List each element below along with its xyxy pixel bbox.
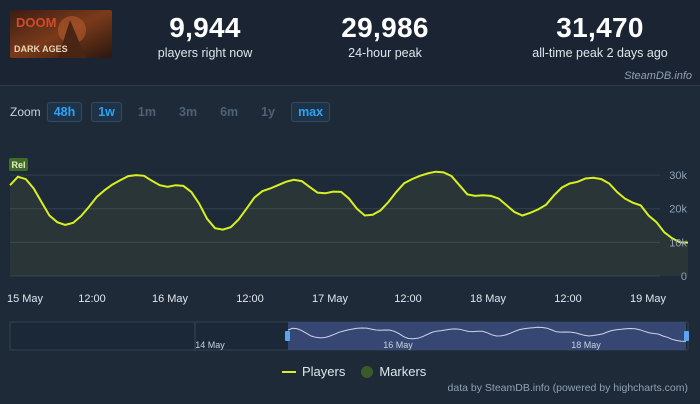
stat-label: all-time peak 2 days ago	[532, 46, 668, 60]
chart-credits[interactable]: data by SteamDB.info (powered by highcha…	[447, 382, 688, 394]
legend-dot-icon	[361, 365, 374, 378]
marker-badge	[9, 158, 28, 171]
game-logo-art: DOOM DARK AGES	[10, 10, 112, 58]
zoom-label: Zoom	[10, 105, 41, 119]
x-tick-label: 17 May	[312, 293, 349, 305]
stat-label: players right now	[157, 46, 253, 60]
y-tick-label: 20k	[669, 204, 687, 216]
x-tick-label: 15 May	[7, 293, 44, 305]
navigator-handle-left	[285, 331, 290, 341]
x-tick-label: 19 May	[630, 293, 667, 305]
navigator-label: 18 May	[571, 340, 601, 350]
game-logo[interactable]: DOOM DARK AGES	[10, 10, 112, 58]
x-tick-label: 12:00	[554, 293, 582, 305]
legend-label: Players	[302, 364, 346, 379]
stat-current-players: 9,944 players right now	[150, 12, 260, 60]
release-marker[interactable]: Rel	[9, 158, 28, 171]
navigator-label: 14 May	[195, 340, 225, 350]
legend-line-icon	[282, 370, 296, 373]
zoom-1m-button[interactable]: 1m	[137, 105, 156, 119]
stat-label: 24-hour peak	[348, 46, 422, 60]
y-tick-label: 0	[681, 271, 687, 283]
y-tick-label: 10k	[669, 237, 687, 249]
x-tick-label: 12:00	[394, 293, 422, 305]
players-series[interactable]	[9, 170, 689, 244]
x-tick-label: 16 May	[152, 293, 189, 305]
logo-line1: DOOM	[16, 15, 56, 30]
x-tick-label: 12:00	[236, 293, 264, 305]
chart-legend: Players Markers	[282, 364, 442, 379]
legend-label: Markers	[379, 364, 427, 379]
stat-value: 31,470	[556, 12, 644, 43]
stat-value: 9,944	[169, 12, 241, 43]
x-tick-label: 12:00	[78, 293, 106, 305]
zoom-3m-button[interactable]: 3m	[179, 105, 198, 119]
zoom-max-button[interactable]: max	[291, 102, 331, 122]
x-axis-ticks: 15 May 12:00 16 May 12:00 17 May 12:00 18 May 1…	[7, 293, 667, 305]
y-tick-label: 30k	[669, 170, 687, 182]
x-tick-label: 18 May	[470, 293, 507, 305]
y-axis-ticks: 30k 20k 10k 0	[669, 170, 687, 283]
stat-value: 29,986	[341, 12, 429, 43]
zoom-6m-button[interactable]: 6m	[220, 105, 239, 119]
players-line[interactable]	[9, 170, 689, 244]
marker-label: Rel	[11, 160, 25, 170]
stats-header: DOOM DARK AGES 9,944 players right now 2…	[0, 0, 700, 86]
stat-alltime-peak: 31,470 all-time peak 2 days ago	[525, 12, 675, 60]
steamdb-watermark[interactable]: SteamDB.info	[624, 70, 692, 82]
logo-line2: DARK AGES	[14, 44, 68, 54]
chart-grid	[10, 174, 660, 277]
legend-markers[interactable]: Markers	[361, 364, 426, 379]
stat-24h-peak: 29,986 24-hour peak	[330, 12, 440, 60]
navigator[interactable]: 14 May 16 May 18 May	[9, 321, 689, 351]
navigator-line	[287, 326, 687, 342]
navigator-handle-right	[684, 331, 689, 341]
zoom-1w-button[interactable]: 1w	[91, 102, 122, 122]
chart-area	[10, 171, 688, 276]
series-area	[10, 171, 688, 276]
navigator-label: 16 May	[383, 340, 413, 350]
zoom-48h-button[interactable]: 48h	[46, 102, 83, 122]
navigator-selection	[288, 322, 686, 350]
legend-players[interactable]: Players	[282, 364, 345, 379]
zoom-controls: Zoom 48h 1w 1m 3m 6m 1y max	[10, 101, 339, 123]
zoom-1y-button[interactable]: 1y	[261, 105, 276, 119]
